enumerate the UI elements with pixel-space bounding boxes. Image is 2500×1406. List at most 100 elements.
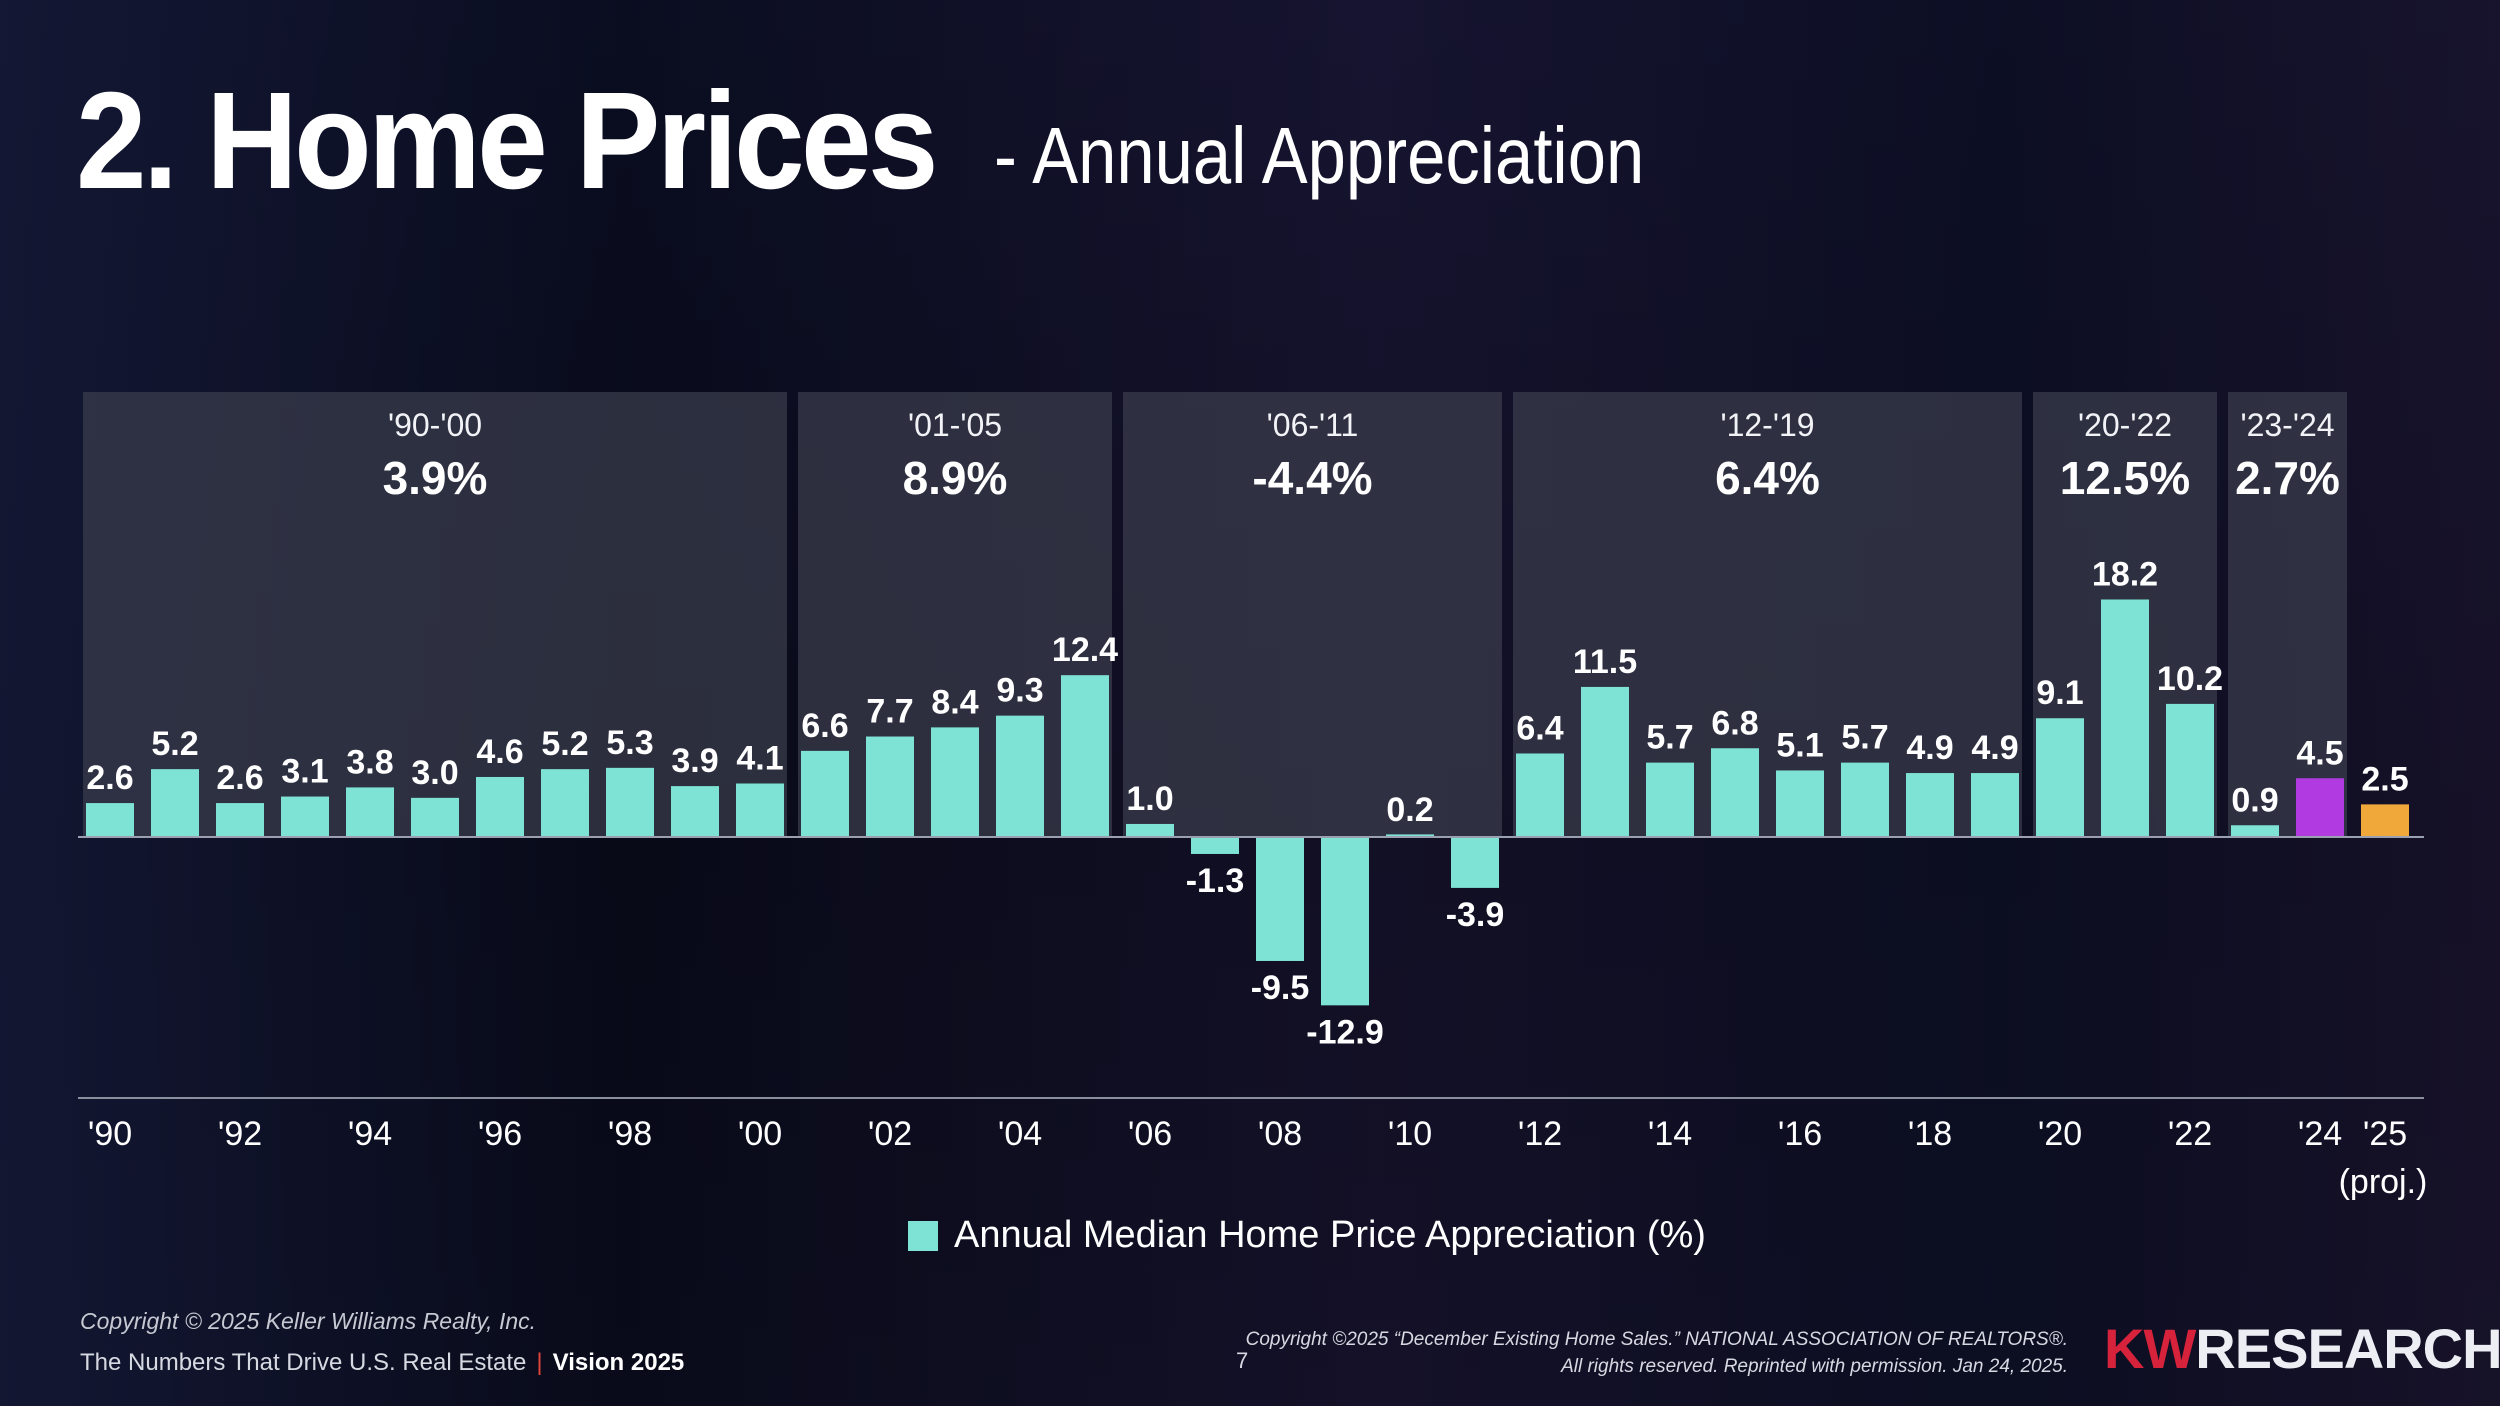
period-box-5 [2228, 392, 2347, 837]
x-tick-label-10: '00 [738, 1115, 782, 1153]
bar-'10 [1386, 834, 1434, 837]
bar-'14 [1646, 762, 1694, 837]
x-tick-label-20: '10 [1388, 1115, 1432, 1153]
bar-value-label-'12: 6.4 [1516, 709, 1563, 747]
bar-value-label-'17: 5.7 [1841, 719, 1888, 757]
bar-'09 [1321, 837, 1369, 1006]
bar-value-label-'23: 0.9 [2231, 781, 2278, 819]
bar-'07 [1191, 837, 1239, 854]
x-tick-label-28: '18 [1908, 1115, 1952, 1153]
bar-'99 [671, 786, 719, 837]
bar-'16 [1776, 770, 1824, 837]
bar-'01 [801, 750, 849, 837]
bar-value-label-'07: -1.3 [1186, 862, 1245, 900]
bar-'11 [1451, 837, 1499, 888]
period-label-3: '12-'19 [1720, 407, 1814, 443]
bar-value-label-'21: 18.2 [2092, 555, 2158, 593]
bar-value-label-'08: -9.5 [1251, 969, 1310, 1007]
period-label-1: '01-'05 [908, 407, 1002, 443]
bar-value-label-2010: 0.2 [1386, 791, 1433, 829]
footer-source-line1: Copyright ©2025 “December Existing Home … [1245, 1329, 2068, 1350]
period-box-2 [1123, 392, 1502, 837]
bar-'00 [736, 783, 784, 837]
bar-'22 [2166, 703, 2214, 837]
x-tick-label-16: '06 [1128, 1115, 1172, 1153]
bar-'92 [216, 803, 264, 837]
period-label-0: '90-'00 [388, 407, 482, 443]
bar-value-label-'91: 5.2 [151, 725, 198, 763]
bar-'96 [476, 776, 524, 837]
bar-value-label-'04: 9.3 [996, 672, 1043, 710]
bar-'94 [346, 787, 394, 837]
slide-subtitle: - Annual Appreciation [994, 111, 1645, 200]
bar-'04 [996, 715, 1044, 837]
bar-value-label-'93: 3.1 [281, 753, 328, 791]
bar-value-label-'95: 3.0 [411, 754, 458, 792]
bar-'90 [86, 803, 134, 837]
x-tick-label-22: '12 [1518, 1115, 1562, 1153]
bar-'02 [866, 736, 914, 837]
footer-source: Copyright ©2025 “December Existing Home … [1246, 1326, 2068, 1380]
period-label-2: '06-'11 [1267, 407, 1359, 443]
x-tick-label-26: '16 [1778, 1115, 1822, 1153]
bar-'23 [2231, 825, 2279, 837]
period-average-1: 8.9% [903, 452, 1008, 504]
period-average-3: 6.4% [1715, 452, 1820, 504]
footer-left: Copyright © 2025 Keller Williams Realty,… [80, 1308, 684, 1377]
slide-title: 2. Home Prices [76, 64, 939, 218]
bar-'03 [931, 727, 979, 837]
bar-'93 [281, 796, 329, 837]
x-tick-label-18: '08 [1258, 1115, 1302, 1153]
period-box-0 [83, 392, 787, 837]
footer-vision: Vision 2025 [552, 1349, 685, 1376]
bar-'08 [1256, 837, 1304, 961]
bar-'97 [541, 769, 589, 837]
x-tick-label-6: '96 [478, 1115, 522, 1153]
bar-'21 [2101, 599, 2149, 837]
bar-'19 [1971, 773, 2019, 837]
bar-'05 [1061, 675, 1109, 837]
bar-value-label-'09: -12.9 [1306, 1013, 1384, 1051]
bar-value-label-'18: 4.9 [1906, 729, 1953, 767]
footer-copyright: Copyright © 2025 Keller Williams Realty,… [80, 1308, 537, 1334]
bar-'91 [151, 769, 199, 837]
bar-value-label-'92: 2.6 [216, 759, 263, 797]
bar-value-label-'05: 12.4 [1052, 631, 1118, 669]
bar-value-label-'25: 2.5 [2361, 760, 2408, 798]
legend-swatch [908, 1220, 938, 1251]
x-tick-label-0: '90 [88, 1115, 132, 1153]
chart-legend: Annual Median Home Price Appreciation (%… [908, 1214, 1706, 1257]
x-tick-label-8: '98 [608, 1115, 652, 1153]
bar-value-label-'06: 1.0 [1126, 780, 1173, 818]
x-tick-proj-label: (proj.) [2339, 1163, 2428, 1201]
x-tick-label-32: '22 [2168, 1115, 2212, 1153]
bar-'18 [1906, 773, 1954, 837]
bar-value-label-'98: 5.3 [606, 724, 653, 762]
bar-'06 [1126, 823, 1174, 837]
legend-label: Annual Median Home Price Appreciation (%… [954, 1214, 1706, 1256]
bar-value-label-'11: -3.9 [1446, 896, 1505, 934]
x-tick-label-34: '24 [2298, 1115, 2342, 1153]
bar-value-label-'14: 5.7 [1646, 719, 1693, 757]
bar-value-label-'99: 3.9 [671, 742, 718, 780]
period-label-4: '20-'22 [2078, 407, 2172, 443]
period-label-5: '23-'24 [2240, 407, 2334, 443]
bar-value-label-'24: 4.5 [2296, 734, 2343, 772]
x-tick-label-30: '20 [2038, 1115, 2082, 1153]
bar-value-label-'19: 4.9 [1971, 729, 2018, 767]
kw-research-logo: KWRESEARCH [2104, 1316, 2500, 1381]
footer-source-line2: All rights reserved. Reprinted with perm… [1561, 1356, 2068, 1377]
period-average-5: 2.7% [2235, 452, 2340, 504]
x-tick-label-24: '14 [1648, 1115, 1692, 1153]
x-tick-label-4: '94 [348, 1115, 392, 1153]
bar-value-label-'01: 6.6 [801, 707, 848, 745]
bar-'17 [1841, 762, 1889, 837]
slide-title-group: 2. Home Prices [76, 62, 1010, 221]
bar-value-label-'15: 6.8 [1711, 704, 1758, 742]
bar-value-label-'20: 9.1 [2036, 674, 2083, 712]
footer-separator: | [536, 1349, 543, 1376]
bar-value-label-'00: 4.1 [736, 739, 783, 777]
bar-value-label-'97: 5.2 [541, 725, 588, 763]
footer-tagline-row: The Numbers That Drive U.S. Real Estate |… [80, 1349, 684, 1377]
logo-kw: KW [2104, 1317, 2196, 1380]
